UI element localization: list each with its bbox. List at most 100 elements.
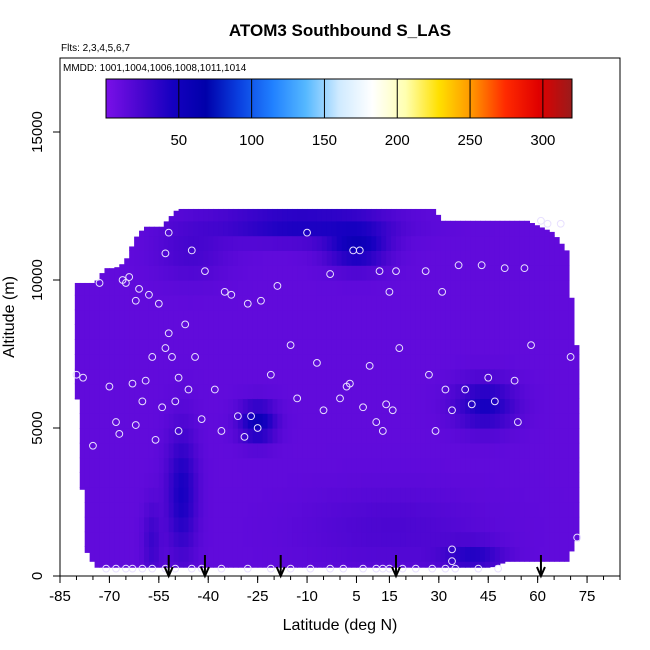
field-cell [104, 502, 111, 518]
field-cell [494, 561, 501, 566]
field-cell [405, 339, 412, 355]
field-cell [183, 383, 190, 399]
field-cell [153, 516, 160, 533]
field-cell [539, 339, 545, 355]
flights-subtitle: Flts: 2,3,4,5,6,7 [61, 43, 130, 54]
field-cell [321, 531, 328, 547]
field-cell [405, 383, 412, 399]
field-cell [232, 561, 239, 568]
y-tick-label: 10000 [29, 259, 46, 301]
field-cell [371, 250, 377, 266]
field-cell [267, 442, 274, 459]
field-cell [381, 280, 387, 296]
field-cell [386, 280, 392, 296]
field-cell [573, 413, 580, 429]
field-cell [302, 280, 308, 296]
field-cell [267, 531, 274, 547]
field-cell [74, 354, 81, 370]
field-cell [415, 398, 422, 414]
sample-point-surface [128, 564, 137, 573]
field-cell [183, 235, 190, 251]
field-cell [74, 294, 81, 311]
field-cell [203, 442, 209, 459]
field-cell [554, 502, 560, 518]
field-cell [341, 531, 348, 547]
field-cell [356, 531, 363, 547]
field-cell [94, 294, 101, 311]
field-cell [489, 235, 496, 251]
field-cell [144, 516, 150, 533]
field-cell [232, 487, 239, 503]
x-tick-label: -55 [148, 588, 170, 605]
field-cell [450, 294, 456, 311]
field-cell [183, 265, 190, 281]
field-cell [134, 546, 140, 562]
field-cell [89, 442, 96, 459]
field-cell [223, 442, 229, 459]
field-cell [529, 502, 535, 518]
sample-point [513, 418, 522, 426]
field-cell [519, 250, 526, 266]
field-cell [410, 294, 417, 311]
field-cell [104, 354, 111, 370]
field-cell [129, 502, 135, 518]
field-cell [351, 208, 358, 222]
field-cell [470, 531, 476, 547]
field-cell [400, 546, 407, 562]
field-cell [99, 280, 106, 296]
field-cell [341, 220, 348, 237]
field-cell [139, 383, 145, 399]
field-cell [465, 546, 471, 562]
field-cell [470, 398, 476, 414]
field-cell [109, 561, 115, 568]
sample-point [273, 282, 282, 290]
field-cell [475, 516, 481, 533]
field-cell [287, 265, 293, 281]
field-cell [198, 442, 204, 459]
field-cell [173, 472, 180, 488]
field-cell [430, 354, 437, 370]
field-cell [549, 413, 555, 429]
field-cell [79, 487, 86, 490]
field-cell [494, 220, 501, 237]
field-cell [297, 472, 303, 488]
sample-point [286, 341, 295, 350]
field-cell [321, 442, 328, 459]
field-cell [218, 235, 224, 251]
field-cell [193, 531, 199, 547]
field-cell [499, 487, 506, 503]
field-cell [193, 354, 199, 370]
field-cell [425, 235, 432, 251]
field-cell [484, 294, 491, 311]
field-cell [223, 383, 229, 399]
field-cell [178, 413, 185, 429]
field-cell [94, 457, 101, 473]
sample-point [154, 299, 163, 308]
field-cell [420, 472, 427, 488]
field-cell [336, 413, 343, 429]
field-cell [425, 516, 432, 533]
sample-point [164, 228, 173, 237]
field-cell [539, 368, 545, 385]
field-cell [534, 368, 540, 385]
field-cell [287, 354, 293, 370]
field-cell [163, 339, 170, 355]
field-cell [163, 487, 170, 503]
field-cell [213, 324, 219, 340]
field-cell [415, 309, 422, 325]
field-cell [450, 368, 456, 385]
field-cell [480, 339, 486, 355]
field-cell [307, 280, 313, 296]
field-cell [499, 280, 506, 296]
field-cell [237, 502, 244, 518]
field-cell [504, 546, 511, 562]
field-cell [519, 220, 526, 237]
field-cell [450, 235, 456, 251]
field-cell [307, 235, 313, 251]
field-cell [371, 265, 377, 281]
field-cell [144, 250, 150, 266]
field-cell [104, 268, 111, 281]
field-cell [168, 294, 175, 311]
field-cell [430, 413, 437, 429]
field-cell [381, 442, 387, 459]
